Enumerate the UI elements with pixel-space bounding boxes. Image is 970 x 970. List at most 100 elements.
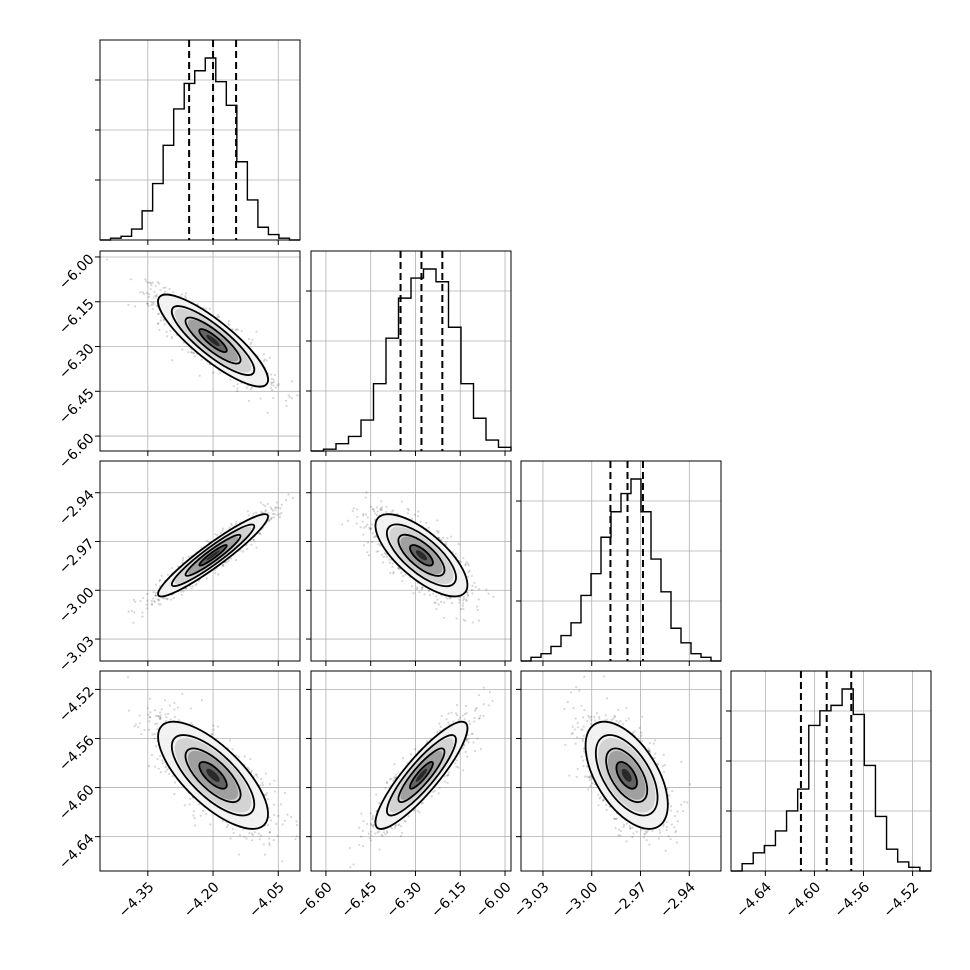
contour-line <box>374 513 469 598</box>
scatter-point <box>388 558 391 561</box>
scatter-point <box>381 561 385 564</box>
scatter-point <box>262 353 266 356</box>
scatter-point <box>367 554 371 557</box>
scatter-point <box>477 619 480 622</box>
scatter-point <box>154 594 157 597</box>
histogram-step <box>311 268 512 452</box>
scatter-point <box>180 593 183 596</box>
scatter-point <box>406 512 409 515</box>
scatter-point <box>149 287 152 291</box>
scatter-point <box>214 572 217 575</box>
scatter-point <box>419 520 422 523</box>
scatter-point <box>372 535 376 538</box>
scatter-point <box>132 598 136 601</box>
panel-frame <box>99 39 301 241</box>
scatter-point <box>159 319 162 322</box>
scatter-point <box>291 496 294 500</box>
scatter-point <box>471 621 474 624</box>
scatter-point <box>372 508 375 511</box>
contour-line <box>409 544 434 567</box>
panel-0-0 <box>95 39 301 245</box>
scatter-point <box>467 575 470 578</box>
scatter-point <box>383 552 386 555</box>
scatter-point <box>461 602 465 605</box>
scatter-point <box>146 302 149 305</box>
scatter-point <box>412 592 415 595</box>
scatter-point <box>263 505 267 508</box>
scatter-point <box>381 553 384 556</box>
scatter-point <box>182 590 185 593</box>
panel-1-0 <box>95 250 301 456</box>
scatter-point <box>139 291 142 294</box>
histogram-step <box>521 478 721 662</box>
scatter-point <box>374 535 377 539</box>
scatter-point <box>144 278 147 281</box>
scatter-point <box>221 564 224 568</box>
panel-frame <box>310 250 512 452</box>
scatter-point <box>271 512 275 515</box>
scatter-point <box>230 522 233 525</box>
scatter-point <box>228 526 231 529</box>
scatter-point <box>436 598 439 601</box>
scatter-point <box>476 608 479 612</box>
scatter-point <box>154 294 157 298</box>
scatter-point <box>221 529 224 532</box>
scatter-point <box>130 609 134 613</box>
scatter-point <box>420 588 424 591</box>
scatter-point <box>150 603 154 606</box>
scatter-point <box>379 507 382 510</box>
scatter-point <box>157 603 161 606</box>
scatter-point <box>255 330 258 333</box>
scatter-point <box>155 295 158 298</box>
scatter-point <box>379 544 382 547</box>
scatter-point <box>462 607 465 610</box>
scatter-point <box>240 329 243 333</box>
scatter-point <box>388 561 392 564</box>
scatter-point <box>164 699 167 702</box>
scatter-point <box>467 570 470 574</box>
scatter-point <box>270 381 273 384</box>
scatter-point <box>396 567 400 570</box>
scatter-point <box>172 596 175 600</box>
scatter-point <box>377 550 380 553</box>
scatter-point <box>364 525 368 528</box>
panel-frame <box>99 460 301 662</box>
scatter-point <box>225 561 228 564</box>
scatter-point <box>427 589 430 593</box>
scatter-point <box>416 515 420 518</box>
scatter-point <box>385 510 388 513</box>
scatter-point <box>236 387 239 390</box>
scatter-point <box>169 329 172 332</box>
scatter-point <box>385 505 388 508</box>
scatter-point <box>463 597 466 600</box>
scatter-point <box>229 378 232 381</box>
scatter-point <box>154 284 157 288</box>
scatter-point <box>442 536 445 539</box>
scatter-point <box>371 541 374 544</box>
scatter-point <box>150 602 153 605</box>
scatter-point <box>144 280 148 283</box>
scatter-point <box>458 598 461 601</box>
scatter-points <box>340 491 495 624</box>
scatter-point <box>184 587 188 590</box>
scatter-point <box>291 380 294 383</box>
scatter-point <box>247 338 251 341</box>
scatter-point <box>376 510 379 513</box>
scatter-point <box>200 546 203 549</box>
scatter-point <box>147 764 151 768</box>
panel-frame <box>310 460 512 662</box>
scatter-point <box>492 595 495 598</box>
scatter-point <box>227 322 230 325</box>
panel-frame <box>520 460 722 662</box>
scatter-point <box>369 526 373 530</box>
scatter-point <box>236 383 239 386</box>
scatter-point <box>361 520 365 523</box>
scatter-point <box>219 371 222 374</box>
scatter-point <box>449 535 453 538</box>
scatter-point <box>272 384 275 387</box>
scatter-point <box>379 509 382 512</box>
scatter-point <box>153 600 156 604</box>
scatter-point <box>423 593 426 596</box>
scatter-point <box>389 571 392 575</box>
scatter-point <box>392 572 395 575</box>
